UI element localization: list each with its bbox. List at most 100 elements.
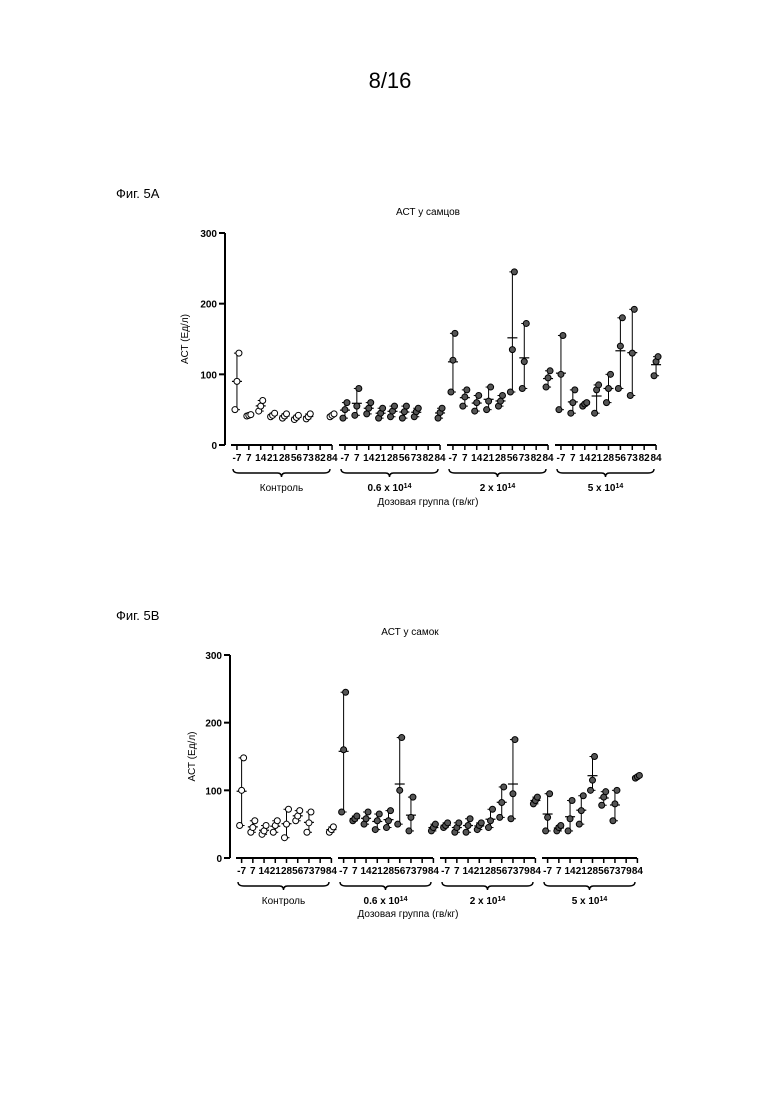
data-point [364,411,370,417]
group-label: 2 x 1014 [470,896,506,908]
x-tick-label: 21 [483,453,495,464]
data-point [592,754,598,760]
data-point [655,354,661,360]
data-point [523,320,529,326]
data-point [509,347,515,353]
group-brace [238,882,329,890]
x-tick-label: 56 [496,866,508,877]
data-point [547,368,553,374]
data-point [572,387,578,393]
data-point [250,825,256,831]
data-point [388,808,394,814]
x-tick-label: 73 [609,866,621,877]
x-axis-label: Дозовая группа (гв/кг) [357,909,458,920]
x-tick-label: 84 [326,866,338,877]
data-point [543,828,549,834]
x-tick-label: 84 [326,453,338,464]
x-tick-label: 56 [394,866,406,877]
data-point [435,415,441,421]
data-point [295,412,301,418]
data-point [612,801,618,807]
group-label: 2 x 1014 [480,483,516,495]
x-tick-label: 56 [615,453,627,464]
x-tick-label: 79 [621,866,633,877]
data-point [558,823,564,829]
x-tick-label: 14 [255,453,267,464]
data-point [380,405,386,411]
x-tick-label: 21 [267,453,279,464]
ast-males-chart: АСТ у самцовАСТ (Ед/л)0100200300-7714212… [0,195,780,525]
data-point [463,829,469,835]
x-tick-label: 84 [428,866,440,877]
data-point [272,410,278,416]
data-point [232,407,238,413]
data-point [237,823,243,829]
x-tick-label: -7 [441,866,450,877]
data-point [270,829,276,835]
x-tick-label: 21 [576,866,588,877]
x-axis-label: Дозовая группа (гв/кг) [377,497,478,508]
data-point [578,808,584,814]
data-point [354,813,360,819]
data-point [614,787,620,793]
x-tick-label: 56 [598,866,610,877]
x-tick-label: 28 [603,453,615,464]
data-point [339,809,345,815]
data-point [521,359,527,365]
x-tick-label: 84 [650,453,662,464]
data-point [439,405,445,411]
data-point [465,823,471,829]
data-point [239,787,245,793]
x-tick-label: 56 [291,453,303,464]
chart-title: АСТ у самцов [396,207,460,218]
data-point [386,818,392,824]
data-point [445,820,451,826]
data-point [476,393,482,399]
data-point [399,735,405,741]
data-point [484,407,490,413]
data-point [410,794,416,800]
x-tick-label: -7 [556,453,565,464]
x-tick-label: 73 [303,866,315,877]
x-tick-label: -7 [340,453,349,464]
data-point [401,409,407,415]
x-tick-label: 7 [354,453,360,464]
x-tick-label: 84 [434,453,446,464]
data-point [501,784,507,790]
y-tick-label: 100 [200,370,217,381]
x-tick-label: 21 [591,453,603,464]
data-point [344,400,350,406]
data-point [486,825,492,831]
data-point [510,791,516,797]
x-tick-label: 82 [531,453,543,464]
data-point [629,350,635,356]
x-tick-label: 14 [471,453,483,464]
data-point [464,387,470,393]
x-tick-label: -7 [237,866,246,877]
x-tick-label: 28 [485,866,497,877]
y-axis-label: АСТ (Ед/л) [180,314,191,364]
page-number: 8/16 [0,68,780,94]
x-tick-label: 14 [462,866,474,877]
y-tick-label: 100 [205,786,222,797]
data-point [478,820,484,826]
data-point [507,389,513,395]
y-tick-label: 0 [216,854,222,865]
x-tick-label: 79 [315,866,327,877]
data-point [608,371,614,377]
group-brace [544,882,635,890]
data-point [619,315,625,321]
data-point [340,415,346,421]
data-point [258,403,264,409]
data-point [432,821,438,827]
data-point [631,306,637,312]
x-tick-label: 14 [258,866,270,877]
group-label: 0.6 x 1014 [368,483,412,495]
data-point [286,806,292,812]
data-point [534,794,540,800]
x-tick-label: 14 [564,866,576,877]
x-tick-label: 73 [507,866,519,877]
x-tick-label: 56 [292,866,304,877]
x-tick-label: 73 [627,453,639,464]
data-point [397,787,403,793]
